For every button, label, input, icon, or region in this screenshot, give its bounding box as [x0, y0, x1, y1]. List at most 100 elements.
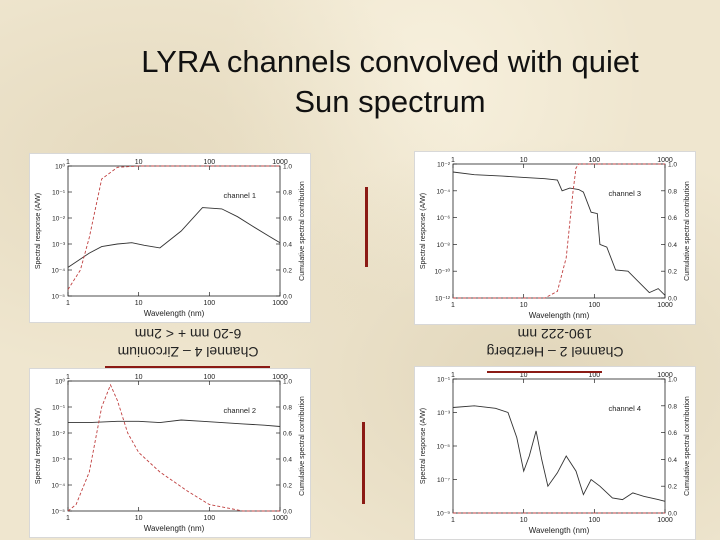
x-tick-label: 1	[451, 517, 455, 524]
x-tick-label: 1000	[657, 302, 673, 309]
chart-channel-1: 1 10 100 1000 1 10 100 1000 10⁻⁵ 10⁻⁴ 10⁻³ 10⁻² 10⁻¹…	[35, 159, 306, 318]
y-tick-label: 10⁻⁵	[52, 509, 66, 516]
y-tick-label: 10⁻¹⁰	[435, 268, 451, 276]
spectral-response-line	[452, 405, 666, 502]
y2-tick-label: 0.8	[283, 405, 292, 412]
y2-tick-label: 0.2	[283, 483, 292, 490]
y2-tick-label: 0.2	[283, 268, 292, 275]
y2-tick-label: 0.4	[283, 242, 292, 249]
chart-panel-channel-2: 1 10 100 1000 1 10 100 1000 10⁻⁵ 10⁻⁴ 10⁻³ 10⁻² 10⁻¹…	[29, 368, 311, 538]
y-tick-label: 10⁻⁴	[52, 483, 66, 490]
y2-tick-label: 0.6	[283, 216, 292, 223]
spectral-response-line	[452, 171, 666, 296]
x-tick-label: 1	[66, 300, 70, 307]
x-top-tick-label: 1000	[657, 157, 673, 164]
chart-channel-4: 1 10 100 1000 1 10 100 1000 10⁻⁹ 10⁻⁷ 10⁻⁵ 10⁻³ 10⁻¹…	[420, 372, 691, 535]
x-tick-label: 100	[588, 302, 600, 309]
y2-tick-label: 0.8	[283, 190, 292, 197]
y-tick-label: 10⁻³	[52, 457, 66, 464]
y-tick-label: 10⁻⁶	[437, 215, 451, 222]
y2-tick-label: 0.4	[283, 457, 292, 464]
cumulative-contribution-line	[67, 383, 280, 512]
y-tick-label: 10⁻²	[52, 431, 66, 438]
y2-tick-label: 1.0	[668, 162, 677, 169]
legend-label: channel 4	[608, 404, 641, 413]
x-axis-label: Wavelength (nm)	[144, 524, 205, 533]
y-axis-label: Spectral response (A/W)	[420, 408, 427, 484]
spectral-response-line	[68, 419, 281, 427]
x-axis-label: Wavelength (nm)	[529, 526, 590, 535]
y-tick-label: 10⁻²	[437, 162, 451, 169]
x-axis-label: Wavelength (nm)	[529, 311, 590, 320]
x-axis-label: Wavelength (nm)	[144, 309, 205, 318]
x-top-tick-label: 10	[520, 157, 528, 164]
y-tick-label: 10⁻¹²	[435, 296, 451, 303]
y-axis-label: Spectral response (A/W)	[420, 193, 427, 269]
y-tick-label: 10⁻⁹	[437, 511, 451, 518]
y-tick-label: 10⁰	[55, 378, 65, 386]
x-top-tick-label: 100	[588, 372, 600, 379]
y2-tick-label: 0.0	[668, 511, 677, 518]
cumulative-contribution-line	[67, 165, 280, 290]
red-divider-bottom	[362, 422, 365, 504]
y2-axis-label: Cumulative spectral contribution	[299, 396, 306, 496]
y2-axis-label: Cumulative spectral contribution	[684, 396, 691, 496]
x-top-tick-label: 10	[135, 159, 143, 166]
y-tick-label: 10⁻¹	[437, 377, 451, 384]
red-underline-left	[105, 366, 270, 368]
y2-tick-label: 0.0	[668, 296, 677, 303]
y2-tick-label: 0.2	[668, 484, 677, 491]
x-top-tick-label: 1	[451, 372, 455, 379]
y-tick-label: 10⁻²	[52, 216, 66, 223]
y2-tick-label: 0.6	[283, 431, 292, 438]
y-axis-label: Spectral response (A/W)	[35, 408, 42, 484]
channel-2-caption-line-1: Channel 2 – Herzberg	[486, 344, 624, 360]
y2-tick-label: 0.6	[668, 430, 677, 437]
slide-title: LYRA channels convolved with quiet Sun s…	[60, 42, 720, 122]
legend-label: channel 3	[608, 189, 641, 198]
x-top-tick-label: 10	[520, 372, 528, 379]
y-tick-label: 10⁻⁵	[52, 294, 66, 301]
y2-tick-label: 1.0	[283, 164, 292, 171]
y-tick-label: 10⁻¹	[52, 190, 66, 197]
slide-title-line-2: Sun spectrum	[294, 84, 486, 119]
channel-2-caption: Channel 2 – Herzberg 190-222 nm	[470, 325, 640, 361]
legend-label: channel 1	[223, 191, 256, 200]
y2-axis-label: Cumulative spectral contribution	[299, 181, 306, 281]
y-tick-label: 10⁻⁸	[437, 242, 451, 249]
y2-tick-label: 0.2	[668, 269, 677, 276]
channel-4-caption-line-2: 6-20 nm + < 2nm	[134, 326, 242, 342]
x-top-tick-label: 1000	[272, 159, 288, 166]
slide-title-line-1: LYRA channels convolved with quiet	[141, 44, 639, 79]
x-tick-label: 1000	[272, 300, 288, 307]
plot-frame	[452, 163, 666, 299]
x-tick-label: 10	[520, 302, 528, 309]
channel-4-caption: Channel 4 – Zirconium 6-20 nm + < 2nm	[88, 325, 288, 361]
chart-panel-channel-3: 1 10 100 1000 1 10 100 1000 10⁻¹² 10⁻¹⁰ 10⁻⁸ 10⁻⁶ 10…	[414, 151, 696, 325]
y2-tick-label: 1.0	[283, 379, 292, 386]
x-top-tick-label: 1	[451, 157, 455, 164]
y-axis-label: Spectral response (A/W)	[35, 193, 42, 269]
y2-tick-label: 0.8	[668, 188, 677, 195]
x-top-tick-label: 10	[135, 374, 143, 381]
x-tick-label: 100	[588, 517, 600, 524]
red-divider-top	[365, 187, 368, 267]
x-tick-label: 10	[135, 300, 143, 307]
y-tick-label: 10⁻⁴	[52, 268, 66, 275]
legend-label: channel 2	[223, 406, 256, 415]
y2-tick-label: 0.0	[283, 509, 292, 516]
chart-panel-channel-1: 1 10 100 1000 1 10 100 1000 10⁻⁵ 10⁻⁴ 10⁻³ 10⁻² 10⁻¹…	[29, 153, 311, 323]
y2-tick-label: 0.8	[668, 403, 677, 410]
plot-frame	[67, 165, 281, 297]
channel-2-caption-line-2: 190-222 nm	[517, 326, 593, 342]
x-tick-label: 1000	[657, 517, 673, 524]
x-tick-label: 10	[135, 515, 143, 522]
y-tick-label: 10⁻³	[437, 410, 451, 417]
x-top-tick-label: 1	[66, 159, 70, 166]
x-tick-label: 1	[66, 515, 70, 522]
x-tick-label: 1000	[272, 515, 288, 522]
x-top-tick-label: 1000	[272, 374, 288, 381]
x-top-tick-label: 1	[66, 374, 70, 381]
x-top-tick-label: 100	[588, 157, 600, 164]
x-top-tick-label: 100	[203, 374, 215, 381]
